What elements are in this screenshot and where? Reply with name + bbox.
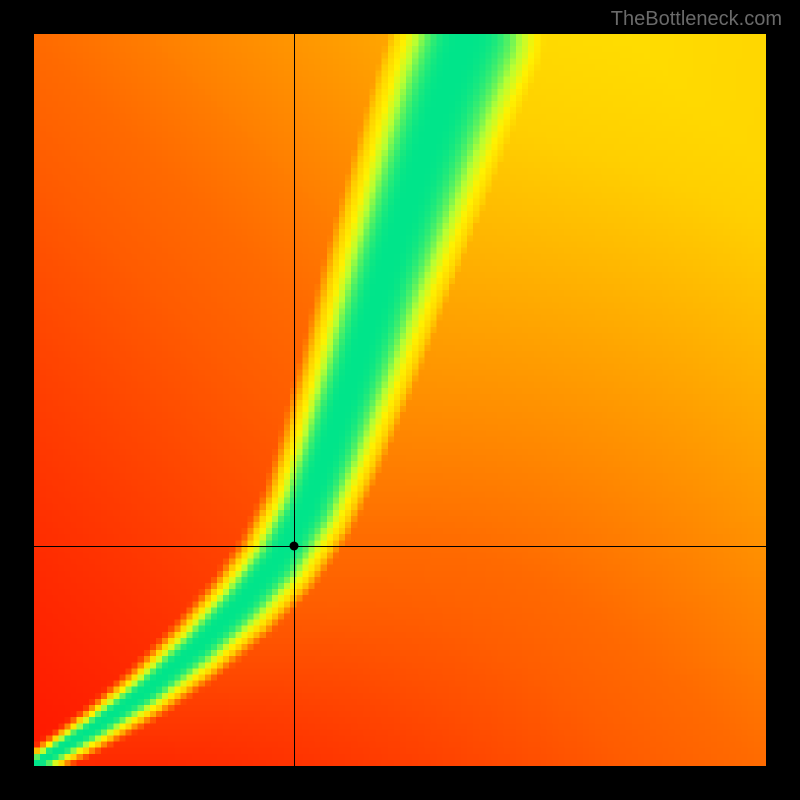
marker-dot <box>289 542 298 551</box>
crosshair-vertical <box>294 34 295 766</box>
watermark-text: TheBottleneck.com <box>611 8 782 31</box>
heatmap-chart <box>34 34 766 766</box>
heatmap-canvas <box>34 34 766 766</box>
crosshair-horizontal <box>34 546 766 547</box>
